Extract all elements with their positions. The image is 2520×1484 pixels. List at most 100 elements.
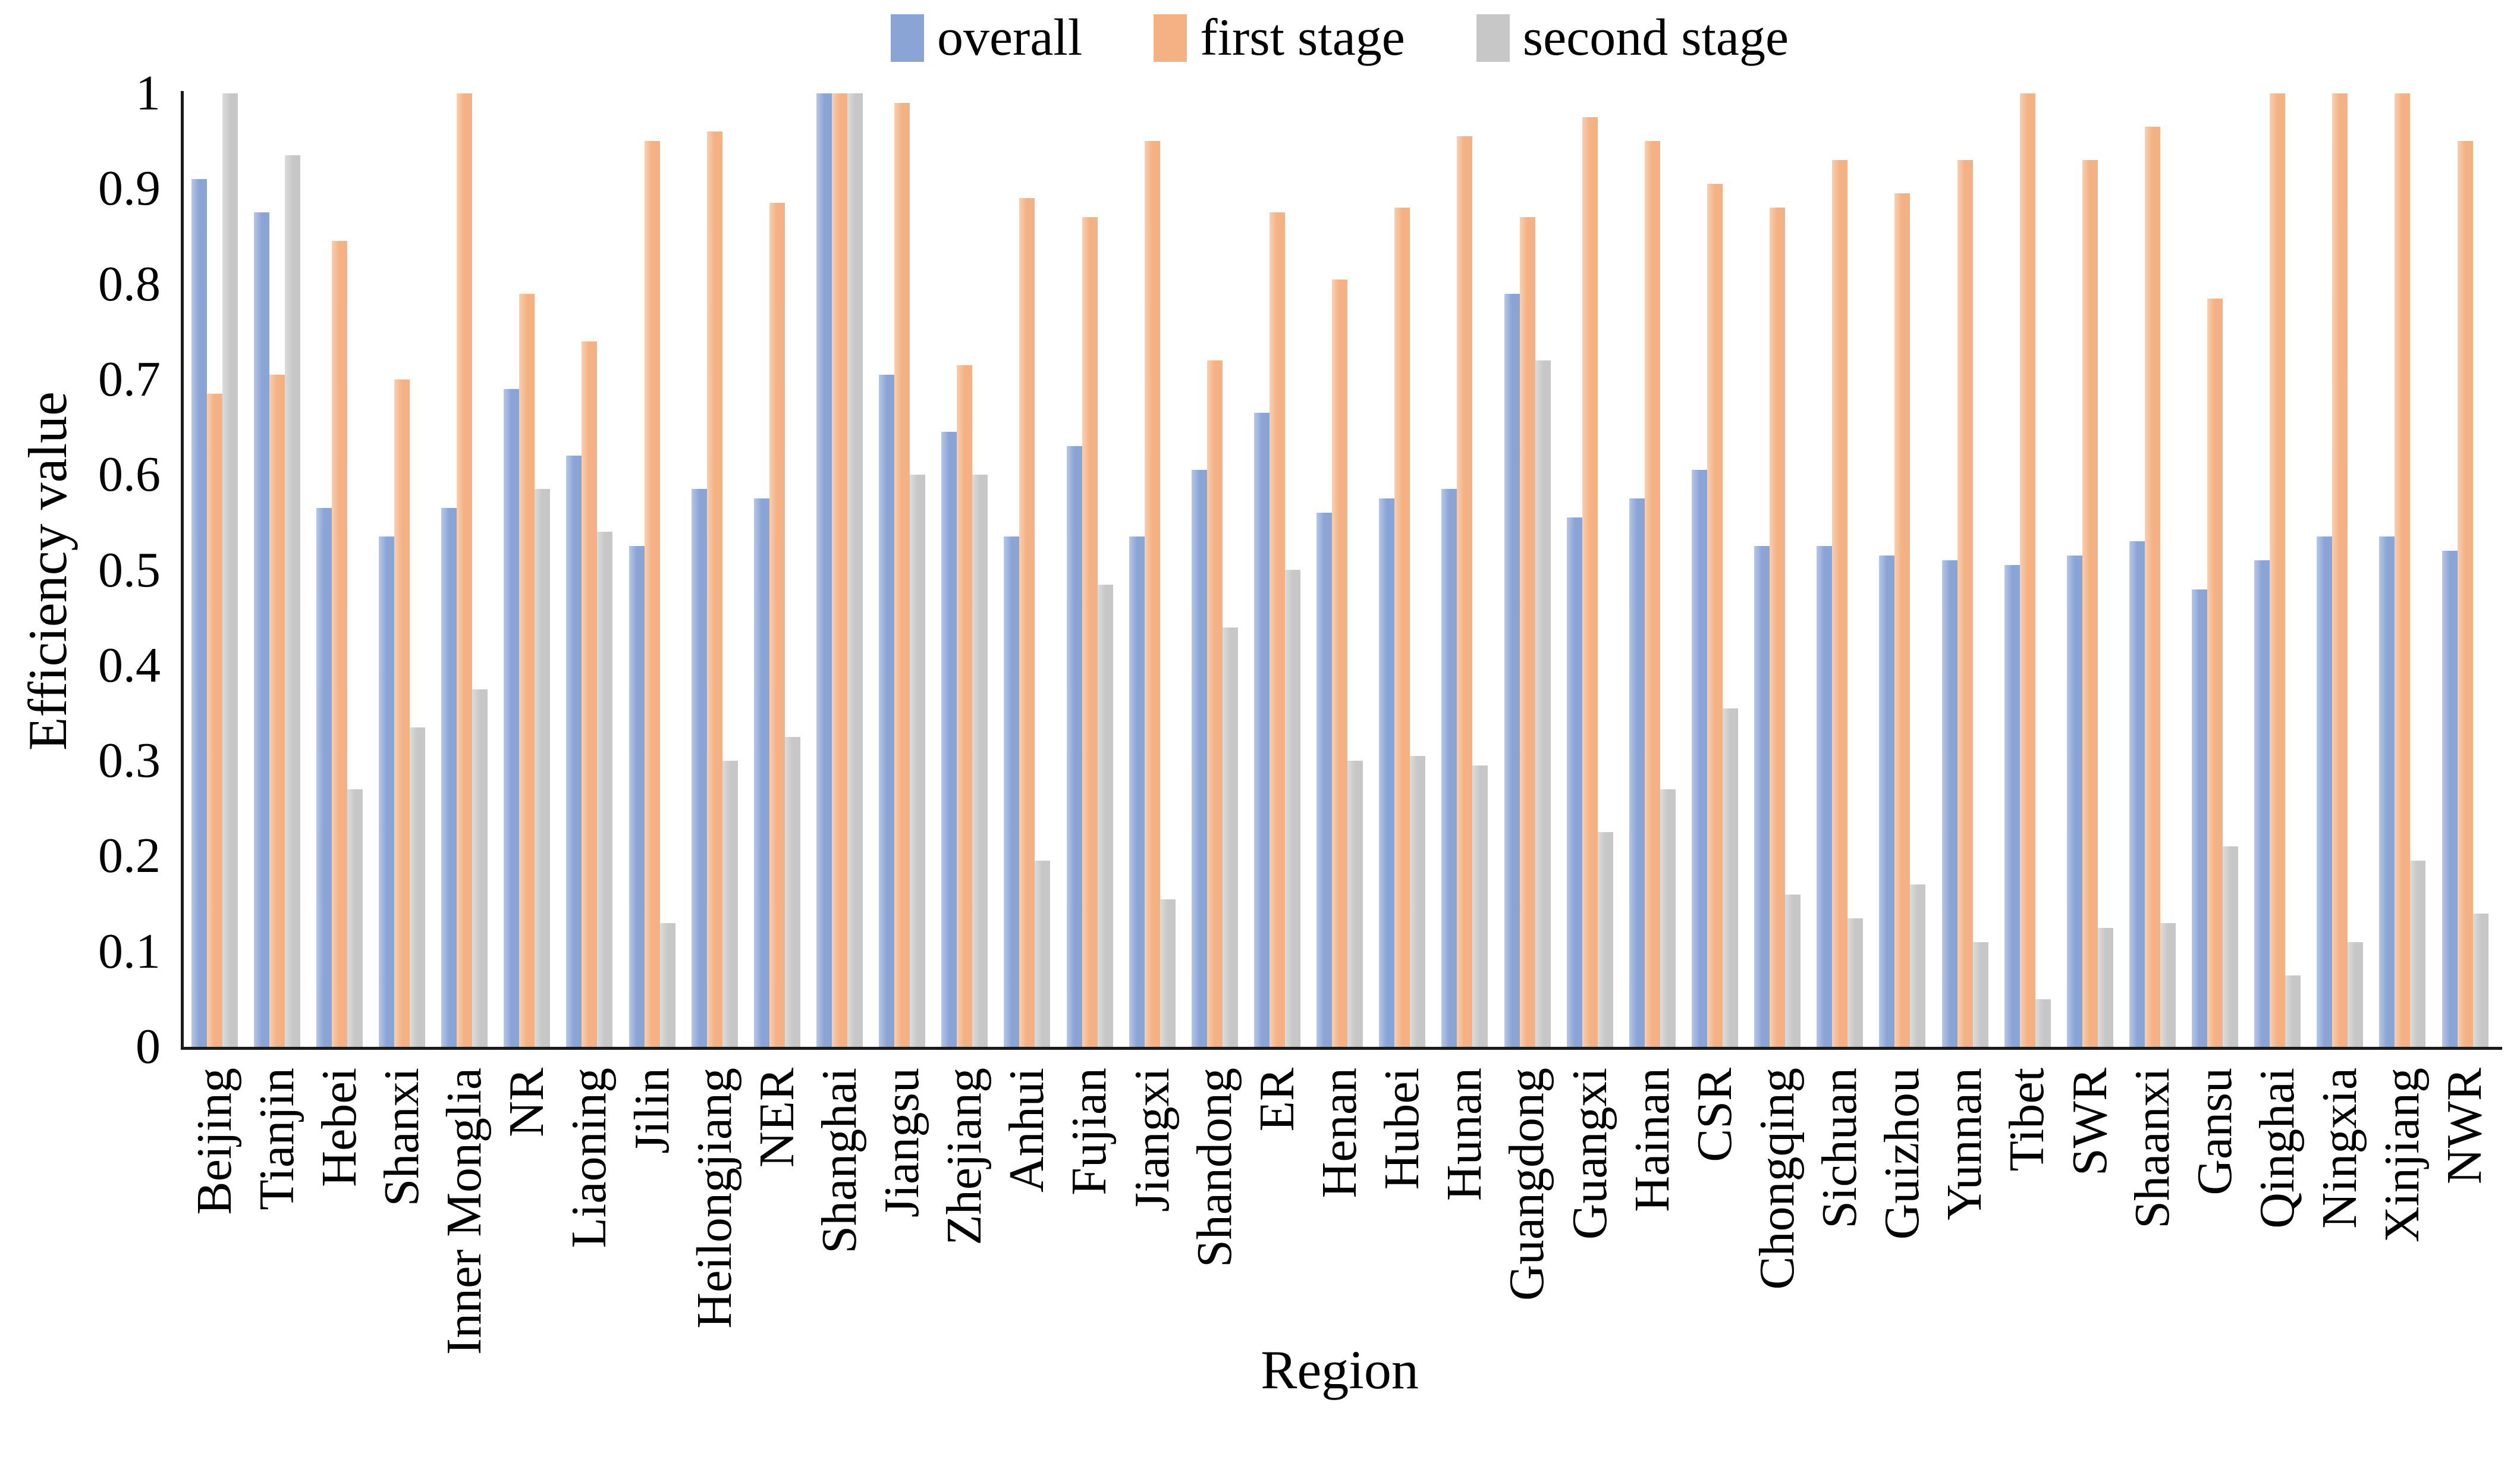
- bar-overall: [1504, 294, 1520, 1047]
- bar-group: [2121, 93, 2183, 1047]
- bar-first-stage: [2332, 93, 2348, 1047]
- legend-label: overall: [937, 9, 1083, 67]
- x-category-label: Heilongjiang: [686, 1068, 742, 1329]
- bar-second-stage: [2223, 846, 2239, 1047]
- bar-group: [496, 93, 558, 1047]
- bar-overall: [566, 456, 582, 1047]
- bar-second-stage: [1785, 895, 1801, 1047]
- y-tick-label: 0.5: [98, 542, 161, 598]
- x-category-label: Ningxia: [2312, 1068, 2368, 1229]
- bar-group: [1496, 93, 1558, 1047]
- y-tick-label: 1: [136, 65, 161, 121]
- bar-group: [996, 93, 1058, 1047]
- bar-overall: [2004, 565, 2020, 1047]
- bar-overall: [1629, 498, 1645, 1047]
- x-category-label: Chongqing: [1749, 1068, 1805, 1290]
- bar-second-stage: [972, 475, 988, 1047]
- bar-first-stage: [1269, 212, 1285, 1047]
- x-category-label: Zhejiang: [937, 1068, 992, 1245]
- bar-group: [683, 93, 746, 1047]
- bar-group: [1809, 93, 1871, 1047]
- bar-group: [1683, 93, 1746, 1047]
- bar-group: [1871, 93, 1934, 1047]
- bar-second-stage: [1847, 918, 1864, 1047]
- x-category-label: Shaanxi: [2124, 1068, 2180, 1229]
- bar-overall: [629, 546, 645, 1047]
- bar-group: [433, 93, 496, 1047]
- bar-second-stage: [910, 475, 926, 1047]
- bar-overall: [2317, 537, 2333, 1047]
- bar-second-stage: [284, 155, 300, 1047]
- x-category-label: Inner Monglia: [436, 1068, 492, 1355]
- bar-overall: [1316, 513, 1333, 1047]
- bar-overall: [504, 389, 520, 1047]
- legend-item: first stage: [1154, 8, 1405, 68]
- bar-overall: [1817, 546, 1833, 1047]
- bar-group: [1371, 93, 1434, 1047]
- x-category-label: Sichuan: [1812, 1068, 1868, 1229]
- y-tick-label: 0.7: [98, 351, 161, 407]
- x-category-label: Hunan: [1437, 1068, 1492, 1201]
- bar-first-stage: [1394, 208, 1410, 1047]
- bar-overall: [1879, 556, 1895, 1047]
- bar-second-stage: [535, 489, 551, 1047]
- bar-second-stage: [1160, 899, 1176, 1047]
- x-category-label: Liaoning: [561, 1068, 617, 1248]
- bar-overall: [2192, 589, 2208, 1047]
- bar-overall: [1754, 546, 1770, 1047]
- y-tick-label: 0.2: [98, 828, 161, 884]
- bar-group: [370, 93, 433, 1047]
- bar-overall: [2379, 537, 2395, 1047]
- bar-first-stage: [2457, 141, 2473, 1047]
- bar-first-stage: [1582, 117, 1598, 1047]
- bar-overall: [316, 508, 332, 1047]
- y-tick-label: 0.1: [98, 923, 161, 979]
- bar-overall: [253, 212, 269, 1047]
- bar-overall: [816, 93, 832, 1047]
- x-category-label: NWR: [2437, 1068, 2493, 1184]
- bar-first-stage: [331, 241, 347, 1047]
- x-category-label: Henan: [1312, 1068, 1367, 1199]
- y-tick-label: 0.9: [98, 161, 161, 217]
- bar-second-stage: [2035, 999, 2051, 1047]
- x-category-label: CSR: [1686, 1068, 1742, 1162]
- bar-first-stage: [206, 394, 222, 1047]
- bar-second-stage: [1222, 628, 1238, 1047]
- bar-group: [2371, 93, 2434, 1047]
- bar-first-stage: [1457, 136, 1473, 1047]
- bar-group: [2309, 93, 2371, 1047]
- bar-second-stage: [597, 532, 613, 1047]
- bar-group: [1996, 93, 2059, 1047]
- bar-group: [746, 93, 808, 1047]
- bar-first-stage: [706, 131, 722, 1047]
- bar-group: [558, 93, 621, 1047]
- bar-second-stage: [847, 93, 863, 1047]
- legend-swatch-overall: [890, 14, 924, 62]
- bar-group: [1934, 93, 1996, 1047]
- bar-second-stage: [1972, 942, 1988, 1047]
- bar-first-stage: [1144, 141, 1160, 1047]
- bar-group: [1183, 93, 1246, 1047]
- bar-first-stage: [519, 294, 535, 1047]
- bar-group: [2246, 93, 2309, 1047]
- bar-overall: [1566, 517, 1582, 1047]
- bar-group: [1246, 93, 1308, 1047]
- x-category-label: ER: [1249, 1068, 1305, 1132]
- bar-overall: [441, 508, 457, 1047]
- bar-second-stage: [1284, 570, 1300, 1047]
- x-category-label: Guizhou: [1874, 1068, 1930, 1240]
- y-axis-line: [181, 91, 184, 1050]
- bar-first-stage: [2270, 93, 2286, 1047]
- x-category-label: Anhui: [999, 1068, 1055, 1193]
- bar-group: [183, 93, 246, 1047]
- bar-overall: [1004, 537, 1020, 1047]
- bar-first-stage: [2207, 299, 2223, 1047]
- bar-first-stage: [957, 365, 973, 1047]
- legend-swatch-second-stage: [1476, 14, 1510, 62]
- bar-first-stage: [894, 103, 910, 1047]
- bar-first-stage: [394, 379, 410, 1047]
- legend-swatch-first-stage: [1154, 14, 1187, 62]
- bar-first-stage: [1957, 160, 1973, 1047]
- bar-second-stage: [2160, 923, 2176, 1047]
- legend-item: overall: [890, 8, 1083, 68]
